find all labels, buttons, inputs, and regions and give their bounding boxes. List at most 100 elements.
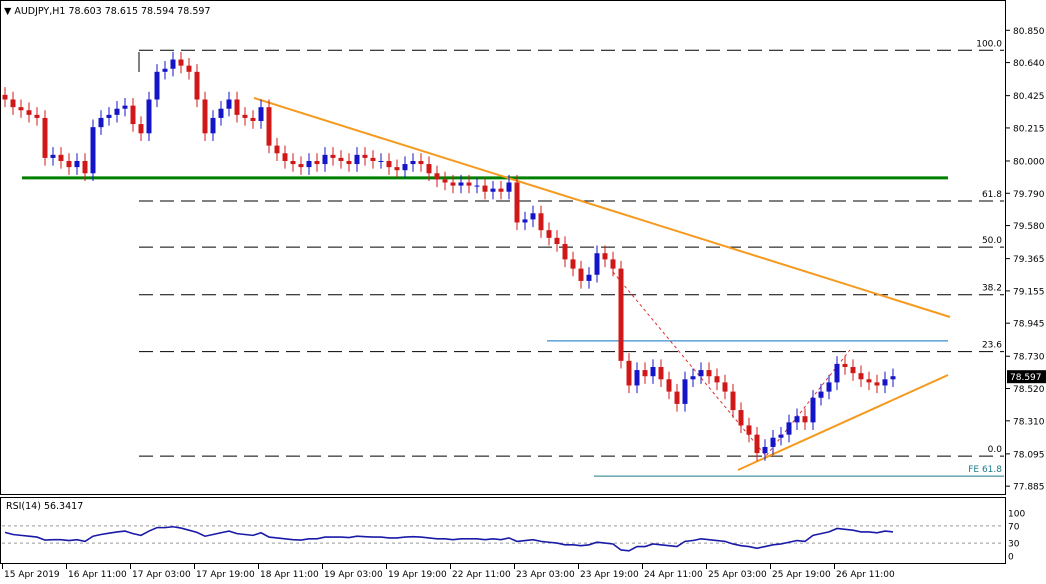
candle-body [762, 446, 768, 454]
y-tick-label: 78.730 [1013, 353, 1045, 363]
y-tick-label: 78.095 [1013, 450, 1045, 460]
candle-body [650, 367, 656, 377]
candle-body [674, 391, 680, 404]
rsi-label: RSI(14) 56.3417 [6, 501, 83, 512]
candle-body [794, 416, 800, 423]
candle-body [42, 117, 48, 158]
candle-body [834, 363, 840, 383]
ohlc-label: 78.603 78.615 78.594 78.597 [68, 6, 210, 17]
candle-body [210, 117, 216, 134]
candle-body [842, 363, 848, 368]
candle-body [298, 164, 304, 168]
candle-body [170, 59, 176, 69]
fib-level-label: 23.6 [982, 341, 1002, 351]
candle-body [714, 376, 720, 383]
candle-body [82, 160, 88, 174]
candle-body [570, 259, 576, 269]
x-tick-label: 24 Apr 11:00 [644, 570, 703, 580]
rsi-layer: 100 70 30 0 [2, 510, 1025, 563]
candle-body [682, 379, 688, 404]
y-tick-label: 79.155 [1013, 287, 1045, 297]
x-tick-label: 15 Apr 2019 [4, 570, 60, 580]
candle-body [778, 434, 784, 438]
y-tick-label: 80.640 [1013, 59, 1045, 69]
current-price-label: 78.597 [1010, 373, 1042, 383]
y-tick-label: 80.850 [1013, 27, 1045, 37]
candle-body [594, 253, 600, 275]
y-tick-label: 79.580 [1013, 222, 1045, 232]
candle-body [218, 108, 224, 118]
candle-body [738, 410, 744, 426]
candle-body [338, 157, 344, 161]
rsi-line [4, 525, 894, 552]
x-tick-label: 26 Apr 11:00 [836, 570, 895, 580]
candle-body [666, 379, 672, 392]
candle-body [90, 127, 96, 174]
candle-body [2, 94, 8, 100]
candles-layer [2, 51, 896, 461]
candle-body [146, 99, 152, 134]
candle-body [194, 71, 200, 100]
x-tick-label: 17 Apr 03:00 [132, 570, 191, 580]
candle-body [698, 370, 704, 377]
candle-body [234, 99, 240, 115]
candle-body [226, 99, 232, 109]
candle-body [706, 370, 712, 377]
candle-body [722, 382, 728, 392]
y-tick-label: 80.425 [1013, 92, 1045, 102]
candle-body [586, 274, 592, 281]
candle-body [626, 360, 632, 386]
candle-body [458, 182, 464, 186]
chart-header: ▼ AUDJPY,H1 78.603 78.615 78.594 78.597 [4, 6, 211, 17]
candle-body [546, 230, 552, 238]
candle-body [34, 114, 40, 118]
candle-body [26, 110, 32, 115]
fib-level-label: 38.2 [982, 284, 1002, 294]
candle-body [690, 376, 696, 380]
candle-body [10, 99, 16, 108]
symbol-label: AUDJPY,H1 [14, 6, 65, 17]
candle-body [530, 213, 536, 220]
candle-body [266, 107, 272, 146]
menu-triangle-icon[interactable]: ▼ [4, 6, 12, 17]
candle-body [482, 185, 488, 192]
candle-body [874, 382, 880, 386]
candle-body [242, 114, 248, 118]
candle-body [66, 160, 72, 168]
candle-body [114, 108, 120, 115]
candle-body [322, 154, 328, 165]
candle-body [618, 268, 624, 361]
current-price-badge [1007, 370, 1046, 384]
candle-body [306, 160, 312, 168]
candle-body [98, 117, 104, 128]
candle-body [434, 173, 440, 180]
y-tick-label: 80.000 [1013, 157, 1045, 167]
x-tick-label: 23 Apr 19:00 [580, 570, 639, 580]
candle-body [138, 124, 144, 134]
x-axis: 15 Apr 2019 16 Apr 11:00 17 Apr 03:00 17 Ap… [2, 564, 895, 580]
candle-body [746, 425, 752, 435]
fib-level-label: 0.0 [988, 445, 1003, 455]
candle-body [58, 154, 64, 161]
x-tick-label: 19 Apr 03:00 [324, 570, 383, 580]
fib-level-label: 61.8 [982, 190, 1002, 200]
y-axis: 80.850 80.640 80.425 80.215 80.000 79.790 79.5… [1005, 27, 1046, 493]
main-panel-border [0, 0, 1006, 495]
candle-body [538, 213, 544, 231]
candle-body [394, 167, 400, 171]
candle-body [74, 160, 80, 168]
candle-body [258, 107, 264, 122]
y-tick-label: 78.945 [1013, 320, 1045, 330]
candle-body [106, 114, 112, 118]
candle-body [602, 253, 608, 260]
candle-body [282, 153, 288, 161]
candle-body [826, 382, 832, 392]
candle-body [450, 182, 456, 186]
candle-body [562, 244, 568, 260]
candle-body [786, 422, 792, 435]
y-tick-label: 78.520 [1013, 385, 1045, 395]
rsi-tick-label: 70 [1008, 522, 1020, 532]
candle-body [514, 182, 520, 223]
candle-body [610, 259, 616, 269]
